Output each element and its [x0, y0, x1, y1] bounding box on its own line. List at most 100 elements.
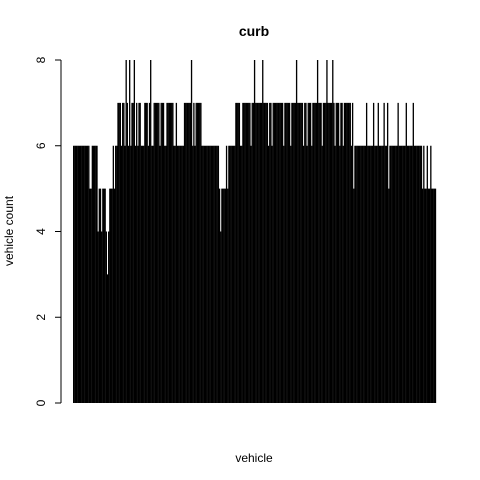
bar — [88, 145, 90, 403]
bar — [274, 102, 277, 403]
bar — [259, 102, 262, 403]
bar — [84, 145, 86, 403]
bar — [382, 145, 384, 403]
bar — [286, 102, 288, 403]
bar — [248, 102, 250, 403]
bar — [194, 145, 196, 403]
bar — [185, 102, 187, 403]
bar — [405, 102, 407, 403]
bar — [187, 102, 189, 403]
bar — [308, 102, 311, 403]
bar — [298, 102, 300, 403]
bar — [342, 145, 344, 403]
bar — [87, 145, 89, 403]
bar — [357, 145, 360, 403]
bar — [307, 102, 309, 403]
bar — [204, 145, 207, 403]
bar — [313, 102, 315, 403]
bar — [249, 102, 251, 403]
bar — [412, 102, 414, 403]
bar — [144, 102, 146, 403]
bar — [306, 145, 308, 403]
bar — [277, 102, 279, 403]
y-axis: 0 2 4 6 8 — [34, 56, 62, 406]
bar — [223, 188, 225, 403]
bar — [241, 145, 243, 403]
bar — [131, 102, 133, 403]
bar — [321, 145, 323, 403]
bar — [388, 188, 390, 403]
bar — [365, 102, 368, 403]
bar — [132, 102, 134, 403]
bar — [189, 102, 192, 403]
bar — [284, 102, 286, 403]
bar — [367, 145, 369, 403]
bar — [162, 102, 165, 403]
bar — [318, 102, 320, 403]
bar — [279, 102, 281, 403]
bar — [244, 102, 246, 403]
bar — [333, 102, 335, 403]
bar — [148, 102, 151, 403]
bar — [305, 102, 307, 403]
bar — [126, 102, 129, 403]
bar — [234, 145, 236, 403]
bar — [115, 145, 117, 403]
bar — [220, 231, 222, 403]
bar — [327, 102, 329, 403]
bar — [375, 145, 377, 403]
bar — [424, 188, 426, 403]
bar — [426, 145, 428, 403]
bar — [182, 145, 185, 403]
bar — [263, 102, 265, 403]
bar — [183, 102, 186, 403]
bar — [411, 145, 413, 403]
bar — [98, 188, 100, 403]
bar — [370, 145, 372, 403]
bar — [425, 188, 427, 403]
bar — [267, 145, 270, 403]
bar — [118, 102, 120, 403]
bar — [176, 145, 179, 403]
bar — [301, 102, 304, 403]
bar — [350, 145, 353, 403]
bar — [353, 188, 355, 403]
bar — [266, 102, 269, 403]
bar — [136, 102, 138, 403]
bar — [419, 145, 421, 403]
bar — [372, 102, 375, 403]
bar — [208, 145, 210, 403]
bar — [349, 102, 351, 403]
bar — [393, 145, 396, 403]
bar — [157, 102, 159, 403]
bar — [336, 102, 339, 403]
bar — [253, 60, 256, 403]
bar — [278, 102, 280, 403]
bar — [232, 145, 235, 403]
bar — [304, 102, 306, 403]
bar — [258, 102, 260, 403]
bar — [295, 60, 298, 403]
bar — [230, 145, 232, 403]
bar — [326, 60, 328, 403]
bar — [377, 102, 379, 403]
bar — [407, 145, 410, 403]
bar — [432, 188, 434, 403]
bar — [89, 188, 91, 403]
bar — [420, 145, 423, 403]
bar — [106, 274, 109, 403]
y-axis-label: vehicle count — [2, 195, 16, 266]
bar — [376, 145, 378, 403]
bar — [143, 145, 145, 403]
bar — [272, 102, 274, 403]
bar — [246, 102, 249, 403]
bar — [160, 102, 162, 403]
bar — [243, 102, 245, 403]
bar — [348, 102, 350, 403]
bar — [397, 102, 399, 403]
bar — [423, 145, 425, 403]
bar — [381, 145, 383, 403]
bar — [354, 145, 356, 403]
bar — [166, 102, 168, 403]
